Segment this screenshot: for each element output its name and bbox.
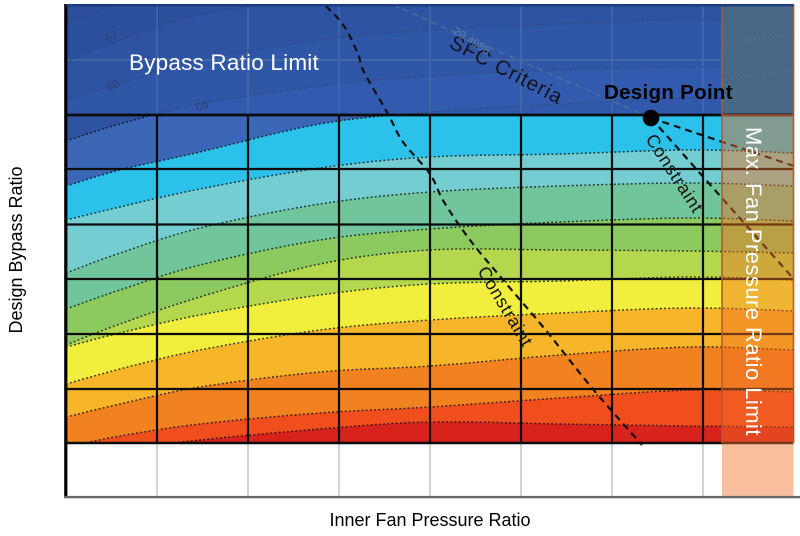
svg-text:Bypass Ratio Limit: Bypass Ratio Limit (129, 50, 319, 75)
svg-text:Design Point: Design Point (604, 81, 733, 104)
svg-text:Design Bypass Ratio: Design Bypass Ratio (6, 166, 26, 333)
svg-text:Max. Fan Pressure Ratio Limit: Max. Fan Pressure Ratio Limit (741, 127, 766, 436)
svg-text:69: 69 (194, 100, 210, 115)
svg-text:Inner Fan Pressure Ratio: Inner Fan Pressure Ratio (329, 510, 530, 530)
svg-text:67: 67 (103, 29, 120, 45)
svg-text:68: 68 (105, 78, 121, 94)
